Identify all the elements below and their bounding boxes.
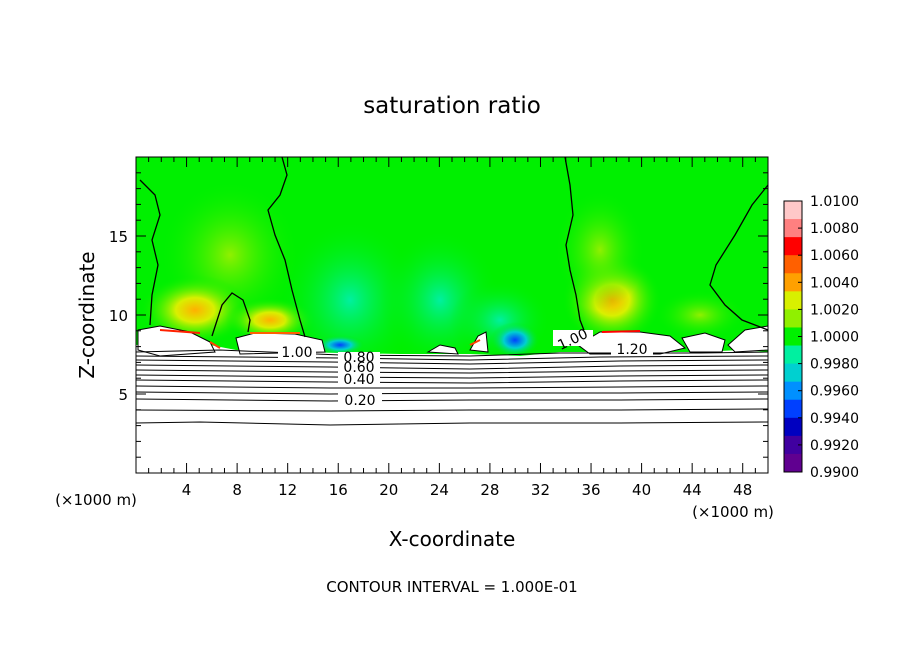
contour-label: 1.20 [616,342,647,358]
warm-edge [159,329,201,334]
x-tick-label: 24 [430,481,449,499]
contour-line [136,364,768,370]
cloud-blob [727,325,768,353]
colorbar-label: 1.0020 [810,302,859,318]
colorbar-label: 1.0060 [810,248,859,264]
contour-lines-upper [139,157,768,338]
contour-line [136,398,768,402]
contour-line [136,385,768,389]
y-tick-label: 15 [109,228,128,246]
contour-line [136,391,768,395]
x-tick-label: 28 [480,481,499,499]
contour-line [136,355,768,361]
z-unit-label: (×1000 m) [55,491,137,509]
contour-label: 0.80 [343,350,374,366]
x-tick-label: 16 [329,481,348,499]
colorbar-swatch [784,309,802,328]
field-blob [655,290,745,340]
colorbar-label: 1.0080 [810,221,859,237]
chart-title: saturation ratio [363,93,541,119]
x-axis: 4 8 12 16 20 24 28 32 36 40 44 48 [148,157,756,499]
cloud-blob [681,332,726,353]
warm-edge [601,330,641,333]
x-tick-label: 36 [581,481,600,499]
field-blob [490,322,540,358]
colorbar-swatch [784,363,802,383]
colorbar-swatch [784,381,802,401]
y-axis: 5 10 15 [109,172,768,458]
contour-line [136,349,768,357]
contour-line [136,421,768,426]
x-tick-label: 20 [379,481,398,499]
y-axis-label: Z-coordinate [75,251,99,378]
contour-lines-lower [136,349,768,426]
contour-line [136,408,768,412]
contour-line [709,184,768,331]
warm-edge [469,339,481,346]
colorbar-swatch [784,345,802,365]
colorbar-swatch [784,273,802,292]
x-tick-label: 48 [733,481,752,499]
colorbar: 1.0100 1.0080 1.0060 1.0040 1.0020 1.0000 0.99… [783,194,859,481]
colorbar-label: 1.0100 [810,194,859,210]
y-tick-label: 5 [118,386,128,404]
colorbar-swatch [784,291,802,310]
contour-line [564,157,586,334]
contour-line [139,179,161,326]
field-blob [555,190,645,310]
contour-line [136,379,768,384]
contour-line [136,359,768,365]
x-tick-label: 4 [182,481,192,499]
plot-area [136,157,768,473]
low-band [136,343,768,473]
colorbar-label: 0.9960 [810,384,859,400]
cloud-blob [426,344,459,355]
colorbar-swatch [784,435,802,455]
cloud-blob [137,325,216,357]
contour-line [267,157,306,338]
colorbar-swatch [784,255,802,274]
colorbar-label: 0.9920 [810,438,859,454]
field-blob [315,335,365,355]
x-axis-label: X-coordinate [389,527,516,551]
colorbar-label: 1.0000 [810,330,859,346]
cloud-blob [469,331,489,353]
contour-label: 0.20 [344,393,375,409]
contour-line [211,292,251,337]
colorbar-swatch [784,453,802,473]
x-tick-label: 44 [683,481,702,499]
contour-label: 0.60 [343,360,374,376]
x-tick-label: 8 [232,481,242,499]
x-tick-label: 32 [531,481,550,499]
x-unit-label: (×1000 m) [692,503,774,521]
colorbar-swatch [784,201,802,220]
colorbar-label: 0.9900 [810,465,859,481]
colorbar-label: 0.9940 [810,411,859,427]
y-tick-label: 10 [109,307,128,325]
colorbar-label: 1.0040 [810,275,859,291]
colorbar-swatch [784,399,802,419]
colorbar-swatch [784,327,802,347]
colorbar-swatch [784,219,802,238]
contour-line [136,374,768,379]
x-tick-label: 12 [278,481,297,499]
colorbar-swatch [784,417,802,437]
contour-line [136,369,768,374]
contour-label: 1.00 [281,345,312,361]
contour-interval-note: CONTOUR INTERVAL = 1.000E-01 [326,578,577,596]
x-tick-label: 40 [632,481,651,499]
colorbar-swatch [784,237,802,256]
contour-label: 0.40 [343,372,374,388]
warm-edge [209,341,221,349]
colorbar-label: 0.9980 [810,357,859,373]
